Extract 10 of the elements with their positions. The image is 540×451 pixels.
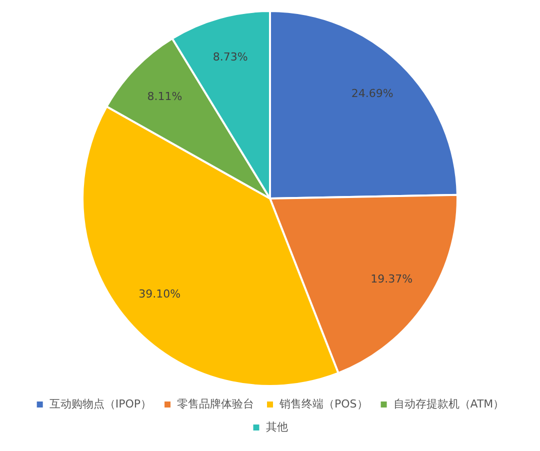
data-label: 24.69%: [351, 86, 394, 100]
data-label: 8.11%: [147, 90, 182, 103]
legend-label: 零售品牌体验台: [177, 397, 254, 410]
data-label: 19.37%: [370, 272, 413, 286]
data-label: 39.10%: [138, 287, 181, 300]
legend-label: 互动购物点（IPOP）: [49, 397, 152, 410]
legend-label: 其他: [266, 420, 288, 434]
legend-label: 销售终端（POS）: [278, 397, 368, 410]
data-label: 8.73%: [212, 50, 248, 64]
legend-label: 自动存提款机（ATM）: [393, 397, 504, 410]
